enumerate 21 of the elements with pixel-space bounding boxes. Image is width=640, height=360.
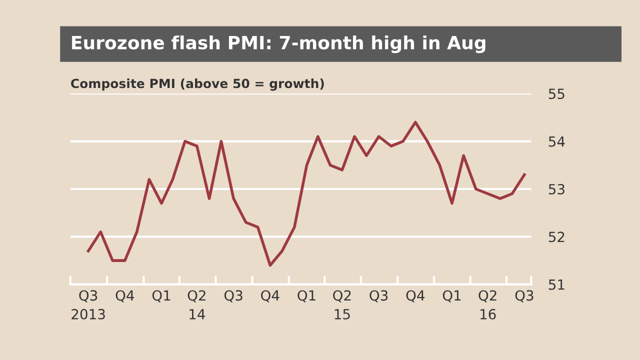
x-tick-label: Q4 <box>261 290 280 302</box>
x-tick-label: Q4 <box>406 290 425 302</box>
x-tick-label: Q1 <box>298 290 316 302</box>
line-series <box>86 120 526 267</box>
y-tick-label: 53 <box>548 184 564 194</box>
chart-title: Eurozone flash PMI: 7-month high in Aug <box>72 35 486 54</box>
chart-subtitle: Composite PMI (above 50 = growth) <box>71 78 324 91</box>
x-tick-label: Q3 <box>515 290 534 302</box>
y-tick-label: 52 <box>548 232 564 242</box>
x-tick-label: Q3 <box>224 290 242 302</box>
x-tick-label: Q3 2013 <box>72 290 105 320</box>
y-tick-label: 54 <box>548 136 565 147</box>
x-tick-label: Q1 <box>152 290 170 302</box>
x-tick-label: Q3 <box>370 290 388 302</box>
x-tick-label: Q2 15 <box>333 290 351 320</box>
y-tick-label: 55 <box>548 88 564 100</box>
x-tick-label: Q4 <box>116 290 134 302</box>
x-tick-label: Q2 14 <box>188 290 206 320</box>
y-tick-label: 51 <box>548 280 564 290</box>
x-tick-label: Q1 <box>442 290 461 302</box>
x-tick-label: Q2 16 <box>478 290 496 320</box>
